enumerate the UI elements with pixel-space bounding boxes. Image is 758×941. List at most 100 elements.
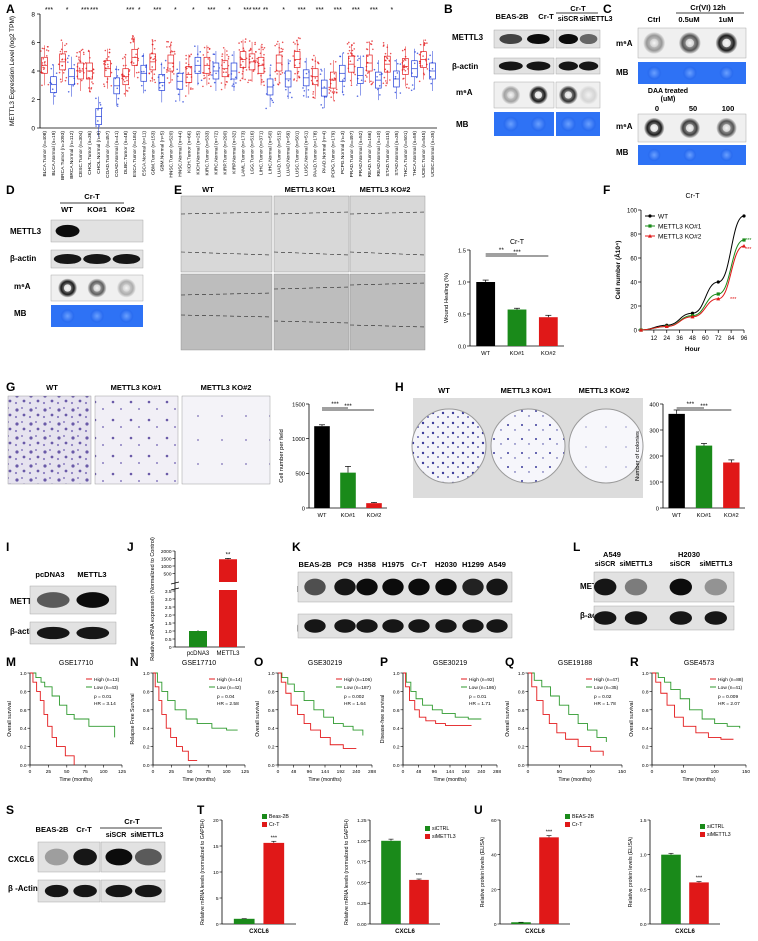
- a-point: [45, 49, 48, 51]
- a-point: [92, 72, 95, 74]
- k-mettl3-band: [435, 578, 457, 596]
- j-ytick-label: 2.0: [165, 613, 172, 619]
- a-point: [187, 72, 190, 74]
- km-xtick-label: 100: [587, 769, 595, 775]
- a-point: [51, 88, 54, 91]
- km-legend-label: Low (n=42): [217, 685, 242, 691]
- km-xtick-label: 96: [307, 769, 313, 775]
- f-legend-marker: [648, 214, 652, 218]
- km-stat: p = 0.04: [217, 694, 235, 700]
- bar-ytick-label: 0.0: [458, 344, 466, 350]
- a-point: [314, 97, 316, 99]
- a-group-label: STAD.Normal (n=35): [394, 131, 400, 176]
- c-col: Ctrl: [648, 15, 661, 24]
- bar-mettl3: [219, 559, 237, 647]
- a-group-label: PCPG.Normal (n=3): [340, 131, 346, 174]
- a-point: [45, 55, 48, 57]
- tu-ytick-label: 0.00: [357, 922, 367, 928]
- panel-letter-U: U: [474, 803, 483, 817]
- a-point: [82, 51, 85, 54]
- a-point: [81, 68, 84, 70]
- km-xlabel: Time (months): [182, 777, 216, 783]
- bar-category-label: WT: [672, 513, 681, 519]
- a-point: [79, 69, 81, 71]
- a-point: [87, 49, 90, 52]
- km-ytick-label: 1.0: [518, 671, 525, 677]
- s-header: Cr-T: [124, 817, 140, 826]
- bar-wt: [668, 413, 685, 508]
- a-point: [279, 51, 281, 53]
- s-header: BEAS-2B: [36, 825, 70, 834]
- a-group-label: GBM.Normal (n=5): [159, 131, 165, 172]
- a-point: [105, 58, 108, 60]
- a-point: [248, 50, 250, 52]
- b-mettl3-band: [579, 33, 598, 45]
- a-point: [238, 42, 240, 44]
- a-group-label: COAD.Normal (n=41): [114, 131, 120, 177]
- a-point: [61, 58, 63, 61]
- bar-wt: [476, 282, 496, 346]
- f-xlabel: Hour: [685, 346, 701, 353]
- panel-letter-O: O: [254, 655, 264, 669]
- a-point: [343, 85, 345, 88]
- k-col: H358: [358, 560, 376, 569]
- a-point: [96, 120, 99, 122]
- c-daa-label: DAA treated: [648, 88, 688, 95]
- a-point: [142, 54, 144, 57]
- km-ylabel: Overall survival: [505, 701, 511, 736]
- e-wound-edge: [349, 324, 426, 328]
- a-point: [125, 77, 127, 79]
- a-point: [370, 80, 372, 83]
- a-point: [293, 49, 296, 52]
- km-ylabel: Disease-free survival: [380, 695, 386, 743]
- a-group-label: ESCA.Tumor (n=184): [132, 131, 138, 177]
- e-image-24h: [273, 273, 350, 351]
- a-point: [129, 41, 132, 44]
- a-point: [419, 43, 422, 46]
- a-point: [161, 84, 164, 87]
- c-daa-col: 0: [655, 104, 659, 113]
- km-curve-low: [153, 672, 238, 731]
- a-sig: ***: [207, 7, 215, 14]
- l-actin-band: [704, 611, 727, 625]
- bar-ytick-label: 0: [302, 506, 305, 512]
- a-point: [232, 83, 235, 85]
- a-point: [47, 83, 50, 86]
- a-point: [360, 79, 363, 82]
- a-point: [203, 46, 206, 49]
- a-point: [63, 50, 66, 53]
- a-point: [182, 101, 184, 103]
- km-curve-high: [403, 672, 472, 726]
- d-row-label: m⁶A: [14, 282, 31, 291]
- a-point: [213, 65, 215, 68]
- a-point: [78, 59, 81, 62]
- a-point: [110, 71, 113, 74]
- a-point: [238, 49, 241, 51]
- a-point: [350, 84, 353, 87]
- tu-bar: [233, 918, 255, 924]
- f-legend-marker: [648, 224, 652, 228]
- b-actin-band: [526, 61, 551, 71]
- a-sig: *: [174, 7, 177, 14]
- a-point: [385, 84, 387, 87]
- a-point: [281, 50, 284, 53]
- a-point: [135, 53, 137, 56]
- a-point: [401, 49, 404, 52]
- a-point: [365, 48, 368, 50]
- km-legend-label: High (n=13): [94, 677, 120, 683]
- tu-sig: ***: [546, 830, 553, 836]
- a-point: [353, 48, 356, 50]
- e-image-0h: [180, 195, 273, 273]
- a-point: [394, 75, 397, 78]
- km-curve-high: [528, 672, 604, 756]
- h-col: WT: [438, 386, 450, 395]
- g-image: [94, 395, 179, 485]
- a-point: [279, 73, 282, 76]
- j-ytick-label: 2.5: [165, 605, 172, 611]
- a-point: [334, 61, 337, 63]
- km-curve-high: [30, 672, 75, 765]
- k-col: H1299: [462, 560, 484, 569]
- a-group-label: UCEC.Normal (n=35): [430, 131, 436, 177]
- a-point: [372, 81, 374, 83]
